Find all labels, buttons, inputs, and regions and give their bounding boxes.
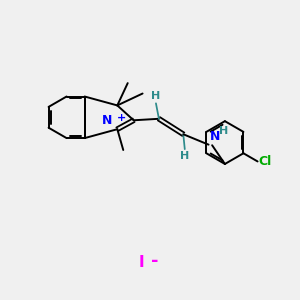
Text: +: +: [117, 113, 126, 123]
Text: H: H: [151, 91, 160, 101]
Text: N: N: [102, 114, 112, 127]
Text: H: H: [180, 152, 189, 161]
Text: I: I: [138, 255, 144, 270]
Text: Cl: Cl: [259, 155, 272, 168]
Text: -: -: [151, 253, 158, 271]
Text: N: N: [210, 130, 220, 143]
Text: H: H: [219, 126, 228, 136]
